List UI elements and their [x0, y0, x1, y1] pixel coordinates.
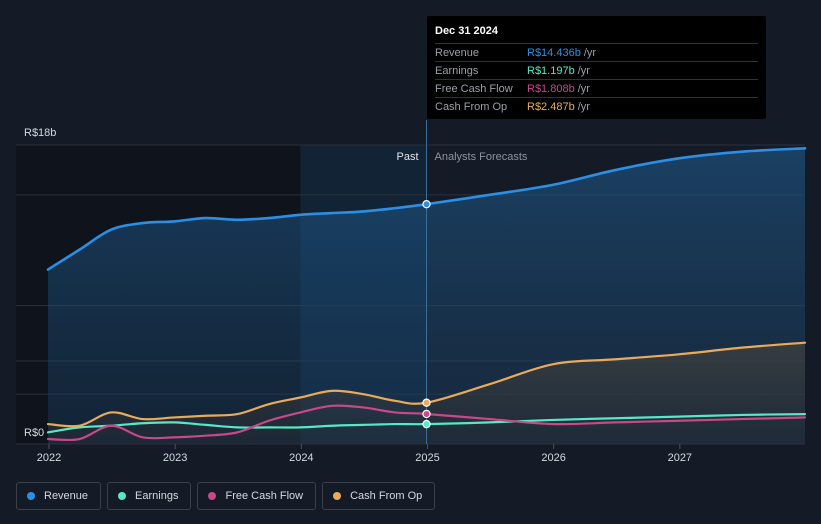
tooltip-row-earnings: Earnings R$1.197b /yr [435, 61, 758, 79]
forecast-label: Analysts Forecasts [435, 151, 528, 163]
y-axis-min-label: R$0 [24, 427, 44, 439]
tooltip-unit: /yr [583, 46, 597, 59]
past-label: Past [396, 151, 418, 163]
tooltip-label: Earnings [435, 64, 479, 77]
tooltip-value: R$1.197b [527, 64, 575, 77]
x-tick-label: 2025 [415, 452, 439, 464]
legend-item-cash-from-op[interactable]: Cash From Op [322, 482, 436, 510]
x-tick-label: 2023 [163, 452, 187, 464]
tooltip-label: Revenue [435, 46, 480, 59]
tooltip-row-revenue: Revenue R$14.436b /yr [435, 43, 758, 61]
tooltip-unit: /yr [577, 82, 590, 95]
tooltip-value: R$1.808b [527, 82, 575, 95]
x-tick-label: 2027 [668, 452, 692, 464]
tooltip-unit: /yr [577, 100, 590, 113]
x-axis-ticks: 2022 2023 2024 2025 2026 2027 [37, 444, 692, 464]
legend-item-revenue[interactable]: Revenue [16, 482, 102, 510]
tooltip-value: R$2.487b [527, 100, 575, 113]
earnings-line [46, 413, 807, 434]
revenue-marker [422, 200, 431, 209]
hover-markers [422, 200, 431, 429]
tooltip: Dec 31 2024 Revenue R$14.436b /yr Earnin… [427, 16, 766, 119]
x-tick-label: 2022 [37, 452, 61, 464]
tooltip-unit: /yr [577, 64, 590, 77]
tooltip-value: R$14.436b [527, 46, 581, 59]
revenue-line [46, 147, 807, 271]
series-lines [46, 147, 807, 442]
tooltip-row-cash-from-op: Cash From Op R$2.487b /yr [435, 97, 758, 115]
legend-dot-icon [333, 492, 342, 500]
legend-dot-icon [27, 492, 35, 500]
legend-dot-icon [118, 492, 127, 500]
legend-item-earnings[interactable]: Earnings [107, 482, 192, 510]
fcf-marker [422, 409, 431, 419]
legend-dot-icon [208, 492, 217, 500]
legend-label: Free Cash Flow [225, 490, 304, 502]
tooltip-label: Cash From Op [435, 100, 508, 113]
tooltip-row-free-cash-flow: Free Cash Flow R$1.808b /yr [435, 79, 758, 97]
x-tick-label: 2026 [541, 452, 565, 464]
legend-label: Earnings [135, 490, 179, 502]
cfo-marker [422, 398, 431, 407]
tooltip-date: Dec 31 2024 [435, 25, 498, 37]
legend-item-free-cash-flow[interactable]: Free Cash Flow [197, 482, 317, 510]
legend-label: Cash From Op [350, 490, 423, 502]
legend: Revenue Earnings Free Cash Flow Cash Fro… [16, 482, 436, 510]
earnings-marker [422, 419, 431, 429]
cfo-line [46, 341, 807, 428]
tooltip-label: Free Cash Flow [435, 82, 513, 95]
fcf-line [46, 404, 807, 442]
legend-label: Revenue [44, 490, 89, 502]
x-tick-label: 2024 [289, 452, 313, 464]
y-axis-max-label: R$18b [24, 127, 56, 139]
